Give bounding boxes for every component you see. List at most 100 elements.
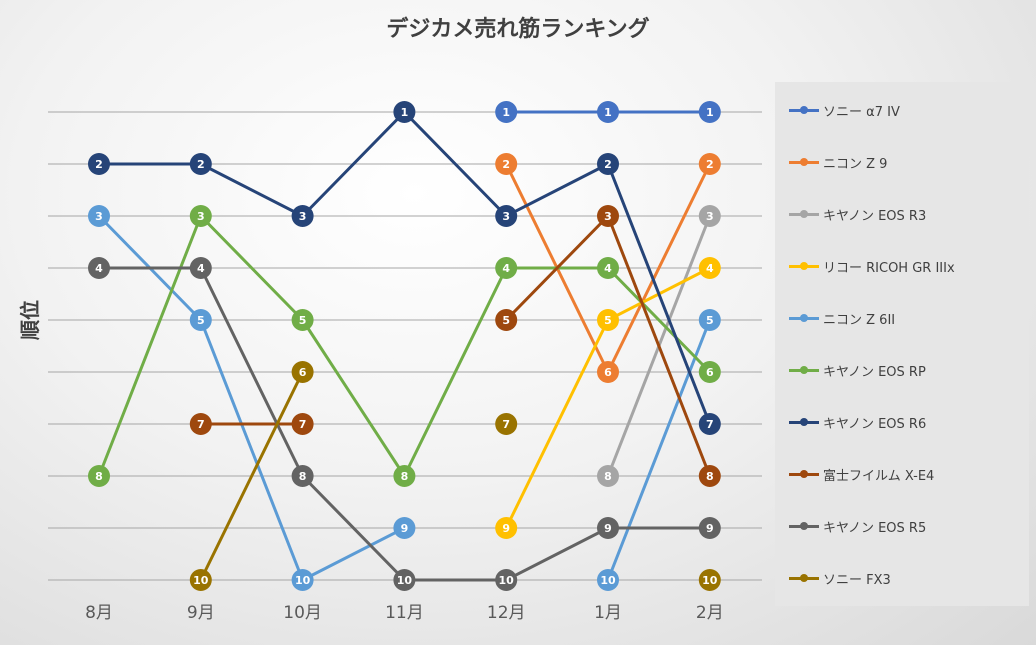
data-point-marker <box>189 205 212 227</box>
data-point: 4 <box>597 257 619 279</box>
data-label: 5 <box>706 314 714 327</box>
series-line-segment <box>199 266 305 478</box>
data-label: 4 <box>197 262 205 275</box>
data-point: 2 <box>189 153 212 175</box>
data-point-marker <box>88 205 110 227</box>
data-label: 6 <box>299 366 307 379</box>
data-label: 4 <box>604 262 612 275</box>
series-line-segment <box>97 214 203 478</box>
data-point: 10 <box>597 569 619 591</box>
data-point: 4 <box>698 257 721 279</box>
data-point-marker <box>698 101 721 123</box>
data-point: 5 <box>189 309 212 331</box>
data-label: 3 <box>604 210 612 223</box>
legend-swatch <box>789 464 819 484</box>
data-label: 8 <box>706 470 714 483</box>
series-line-segment <box>199 162 305 218</box>
data-label: 10 <box>295 574 311 587</box>
data-point: 3 <box>698 205 721 227</box>
data-point: 10 <box>495 569 518 591</box>
legend-label: ニコン Z 6II <box>823 312 896 328</box>
legend-swatch <box>789 152 819 172</box>
data-label: 9 <box>401 522 409 535</box>
legend-swatch <box>789 412 819 432</box>
series-line-segment <box>606 318 712 582</box>
data-point: 8 <box>698 465 721 487</box>
y-axis-label: 順位 <box>18 300 42 340</box>
series-line-segment <box>301 318 406 478</box>
legend-swatch <box>789 308 819 328</box>
series-line-segment <box>301 526 406 582</box>
data-point-marker <box>495 309 518 331</box>
data-point-marker <box>291 569 314 591</box>
data-point-marker <box>597 361 619 383</box>
data-label: 4 <box>502 262 510 275</box>
data-point-marker <box>495 257 518 279</box>
data-point-marker <box>698 205 721 227</box>
series-line-segment <box>606 214 712 478</box>
data-point-marker <box>393 101 416 123</box>
legend-item: キヤノン EOS R3 <box>789 204 926 224</box>
legend-swatch <box>789 568 819 588</box>
data-point-marker <box>495 205 518 227</box>
data-label: 7 <box>299 418 307 431</box>
data-point-marker <box>189 257 212 279</box>
data-point-marker <box>189 153 212 175</box>
data-point: 1 <box>495 101 518 123</box>
series-line-segment <box>504 318 610 530</box>
data-point: 9 <box>393 517 416 539</box>
data-point-marker <box>495 101 518 123</box>
data-point-marker <box>597 309 619 331</box>
data-point-marker <box>698 309 721 331</box>
data-point: 4 <box>189 257 212 279</box>
data-point: 2 <box>698 153 721 175</box>
data-label: 10 <box>702 574 718 587</box>
data-label: 4 <box>95 262 103 275</box>
data-point-marker <box>597 205 619 227</box>
x-tick-label: 2月 <box>696 603 724 623</box>
data-point: 5 <box>698 309 721 331</box>
data-point-marker <box>393 465 416 487</box>
data-label: 3 <box>197 210 205 223</box>
data-label: 1 <box>502 106 510 119</box>
data-point: 2 <box>597 153 619 175</box>
data-label: 5 <box>604 314 612 327</box>
chart-title: デジカメ売れ筋ランキング <box>386 16 649 42</box>
data-point: 8 <box>597 465 619 487</box>
data-label: 8 <box>401 470 409 483</box>
data-point: 5 <box>495 309 518 331</box>
legend-label: ソニー FX3 <box>823 572 891 588</box>
data-point-marker <box>698 517 721 539</box>
legend-item: 富士フイルム X-E4 <box>789 464 934 484</box>
data-point-marker <box>291 309 314 331</box>
legend-label: キヤノン EOS R5 <box>823 520 927 536</box>
data-label: 5 <box>299 314 307 327</box>
series-line-segment <box>402 266 508 478</box>
data-label: 2 <box>502 158 510 171</box>
data-label: 2 <box>95 158 103 171</box>
data-label: 3 <box>95 210 103 223</box>
data-label: 3 <box>502 210 510 223</box>
legend-swatch <box>789 100 819 120</box>
data-point-marker <box>597 517 619 539</box>
data-point-marker <box>597 153 619 175</box>
data-point-marker <box>698 257 721 279</box>
legend-item: ニコン Z 6II <box>789 308 895 328</box>
data-label: 10 <box>499 574 515 587</box>
data-label: 7 <box>197 418 205 431</box>
legend-label: キヤノン EOS R3 <box>823 208 927 224</box>
data-points: 1 1 1 2 6 2 8 3 9 5 4 3 5 10 9 10 5 8 3 5 8 4 4 6 2 2 3 1 3 2 7 7 7 5 3 8 4 4… <box>88 101 721 591</box>
data-point: 2 <box>495 153 518 175</box>
data-label: 9 <box>706 522 714 535</box>
data-point-marker <box>597 569 619 591</box>
data-point-marker <box>698 153 721 175</box>
series-line-segment <box>504 162 610 218</box>
data-point-marker <box>495 153 518 175</box>
x-axis-ticks: 8月 9月 10月 11月 12月 1月 2月 <box>85 603 724 623</box>
data-point-marker <box>189 413 212 435</box>
data-point-marker <box>597 465 619 487</box>
data-point: 8 <box>393 465 416 487</box>
legend: ソニー α7 IV ニコン Z 9 キヤノン EOS R3 リコー RICOH GR … <box>775 82 1029 606</box>
data-point: 7 <box>495 413 518 435</box>
